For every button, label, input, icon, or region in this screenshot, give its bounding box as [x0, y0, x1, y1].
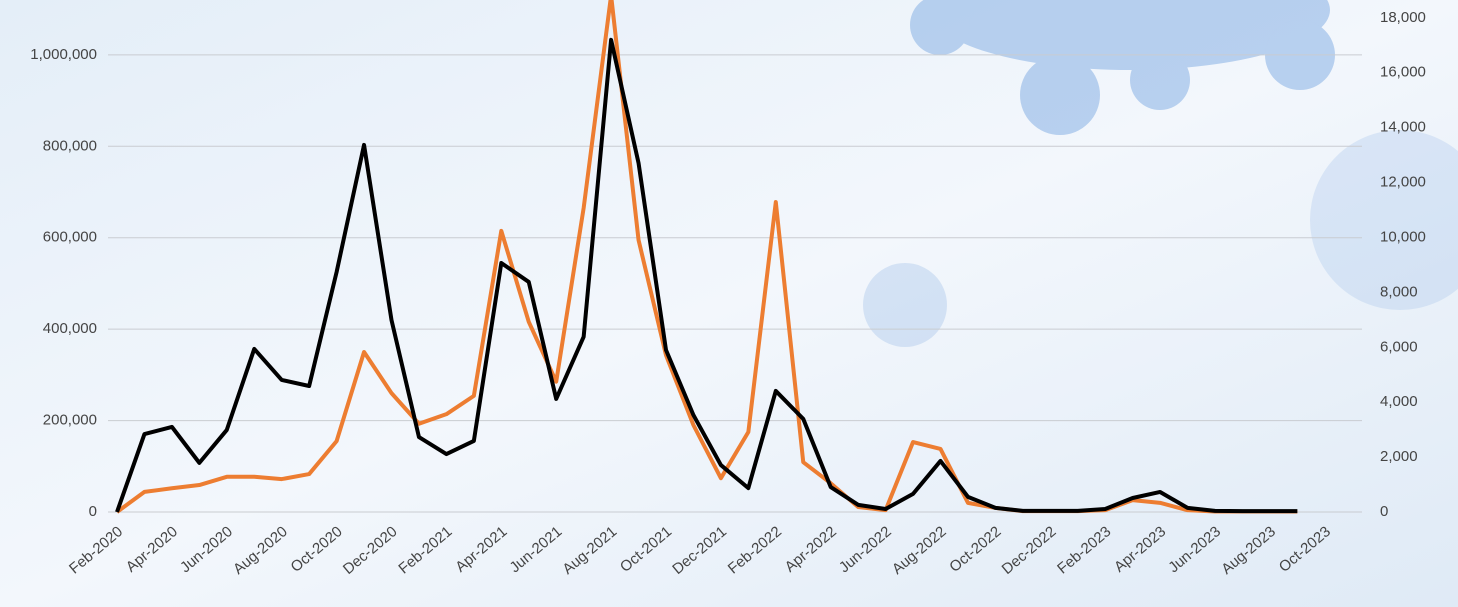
y-tick-label: 800,000: [43, 137, 97, 154]
y-tick-label: 1,000,000: [30, 46, 97, 63]
y2-tick-label: 16,000: [1380, 64, 1426, 81]
y2-tick-label: 10,000: [1380, 228, 1426, 245]
y2-tick-label: 0: [1380, 503, 1388, 520]
y-tick-label: 0: [89, 503, 97, 520]
y2-tick-label: 2,000: [1380, 448, 1418, 465]
y2-tick-label: 6,000: [1380, 338, 1418, 355]
y-tick-label: 200,000: [43, 412, 97, 429]
y2-tick-label: 14,000: [1380, 119, 1426, 136]
y-tick-label: 400,000: [43, 320, 97, 337]
y2-tick-label: 8,000: [1380, 283, 1418, 300]
y2-tick-label: 12,000: [1380, 174, 1426, 191]
y2-tick-label: 4,000: [1380, 393, 1418, 410]
chart: 0 200,000 400,000 600,000 800,000 1,000,000 0 2…: [0, 0, 1458, 607]
y-tick-label: 600,000: [43, 229, 97, 246]
background: [0, 0, 1458, 607]
y2-tick-label: 18,000: [1380, 9, 1426, 26]
